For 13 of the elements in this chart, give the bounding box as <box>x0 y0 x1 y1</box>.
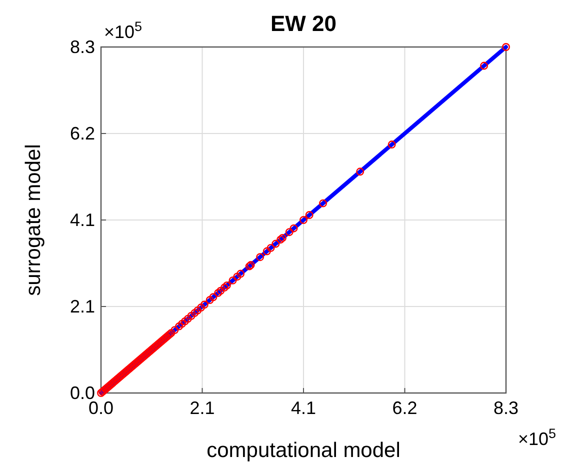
x-tick-label: 6.2 <box>392 398 418 418</box>
x-axis-title: computational model <box>206 439 400 462</box>
y-tick-label: 2.1 <box>70 296 95 316</box>
x-tick-label: 2.1 <box>190 398 215 418</box>
y-axis-title: surrogate model <box>22 144 45 296</box>
chart-title: EW 20 <box>270 11 337 36</box>
x-tick-label: 4.1 <box>290 398 316 418</box>
y-tick-label: 8.3 <box>70 36 95 57</box>
y-tick-label: 6.2 <box>70 123 95 144</box>
text: ×10$^{5}$ <box>518 426 556 449</box>
y-tick-label: 4.1 <box>70 210 95 230</box>
text: ×10$^{5}$ <box>104 18 142 42</box>
x-tick-label: 8.3 <box>493 398 519 418</box>
